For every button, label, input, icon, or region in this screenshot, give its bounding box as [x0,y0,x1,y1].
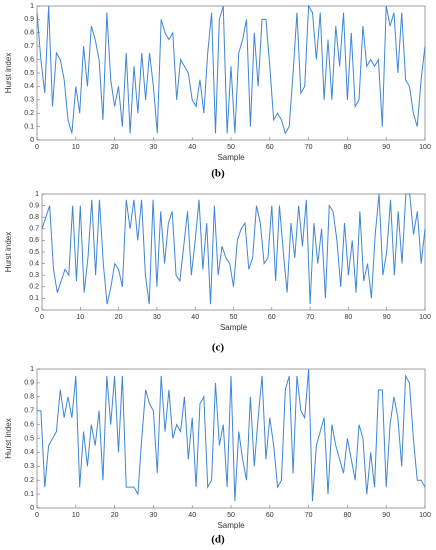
x-tick-label: 40 [188,512,196,519]
y-tick-label: 0.9 [24,16,34,23]
x-tick-label: 60 [266,144,274,151]
y-tick-label: 0.9 [29,202,39,209]
x-axis-title: Sample [217,153,245,162]
x-axis-title: Sample [217,521,245,530]
y-tick-label: 1 [35,191,39,198]
y-tick-label: 0.3 [24,97,34,104]
y-axis-title: Hurst index [4,418,13,458]
y-tick-label: 1 [30,366,34,373]
data-line [36,4,426,135]
x-tick-label: 70 [305,512,313,519]
y-tick-label: 0.7 [29,226,39,233]
y-tick-label: 0 [35,307,39,314]
y-tick-label: 0.4 [24,449,34,456]
y-tick-label: 0.5 [24,435,34,442]
y-tick-label: 0.1 [29,295,39,302]
x-tick-label: 0 [40,314,44,321]
x-tick-label: 40 [188,144,196,151]
plot-frame [36,368,426,509]
y-tick-label: 0.4 [24,83,34,90]
x-tick-label: 40 [191,314,199,321]
y-tick-label: 0.1 [24,491,34,498]
y-tick-label: 0.6 [24,421,34,428]
x-tick-label: 50 [227,512,235,519]
x-tick-label: 100 [419,314,431,321]
y-tick-label: 0.2 [24,110,34,117]
x-tick-label: 0 [35,144,39,151]
y-tick-label: 0.7 [24,408,34,415]
x-tick-label: 30 [150,512,158,519]
x-tick-label: 80 [345,314,353,321]
x-tick-label: 70 [305,144,313,151]
y-tick-label: 0.8 [24,30,34,37]
x-tick-label: 30 [153,314,161,321]
x-tick-label: 90 [383,314,391,321]
x-tick-label: 60 [268,314,276,321]
y-tick-label: 1 [30,3,34,10]
y-tick-label: 0.8 [29,214,39,221]
caption: (c) [212,342,225,354]
y-tick-label: 0.9 [24,380,34,387]
x-tick-label: 50 [230,314,238,321]
x-tick-label: 20 [111,144,119,151]
y-tick-label: 0.7 [24,43,34,50]
x-tick-label: 10 [76,314,84,321]
x-tick-label: 60 [266,512,274,519]
x-tick-label: 80 [344,144,352,151]
x-axis-title: Sample [220,323,248,332]
y-tick-label: 0.2 [24,477,34,484]
x-tick-label: 20 [111,512,119,519]
caption: (d) [211,534,225,546]
caption: (b) [211,168,225,180]
y-tick-label: 0.2 [29,284,39,291]
x-tick-label: 80 [344,512,352,519]
y-tick-label: 0.5 [24,70,34,77]
x-tick-label: 100 [419,144,431,151]
y-tick-label: 0.6 [24,56,34,63]
y-tick-label: 0 [30,505,34,512]
y-tick-label: 0.6 [29,237,39,244]
x-tick-label: 90 [382,512,390,519]
y-tick-label: 0.3 [29,272,39,279]
x-tick-label: 30 [150,144,158,151]
y-tick-label: 0.3 [24,463,34,470]
x-tick-label: 10 [72,512,80,519]
x-tick-label: 10 [72,144,80,151]
plot-frame [41,193,426,311]
y-tick-label: 0.5 [29,249,39,256]
x-tick-label: 90 [382,144,390,151]
y-tick-label: 0 [30,137,34,144]
y-tick-label: 0.8 [24,394,34,401]
x-tick-label: 0 [35,512,39,519]
data-line [37,368,426,502]
data-line [41,193,426,305]
x-tick-label: 70 [306,314,314,321]
y-tick-label: 0.1 [24,123,34,130]
x-tick-label: 100 [419,512,431,519]
x-tick-label: 20 [115,314,123,321]
y-tick-label: 0.4 [29,260,39,267]
x-tick-label: 50 [227,144,235,151]
y-axis-title: Hurst index [4,232,13,272]
y-axis-title: Hurst index [4,53,13,93]
